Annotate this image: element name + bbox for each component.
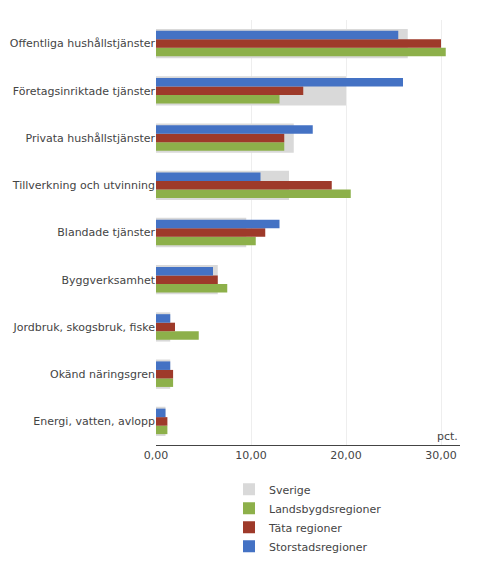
svg-text:Blandade tjänster: Blandade tjänster — [57, 226, 155, 239]
svg-text:Sverige: Sverige — [269, 484, 311, 497]
svg-text:Okänd näringsgren: Okänd näringsgren — [50, 368, 155, 381]
svg-text:Byggverksamhet: Byggverksamhet — [62, 274, 156, 287]
svg-text:pct.: pct. — [437, 430, 458, 443]
svg-text:10,00: 10,00 — [235, 449, 267, 462]
svg-text:0,00: 0,00 — [144, 449, 169, 462]
svg-text:Energi, vatten, avlopp: Energi, vatten, avlopp — [33, 415, 155, 428]
svg-text:Täta regioner: Täta regioner — [268, 522, 342, 535]
svg-text:Tillverkning och utvinning: Tillverkning och utvinning — [12, 179, 155, 192]
svg-text:Offentliga hushållstjänster: Offentliga hushållstjänster — [10, 37, 156, 50]
svg-text:Privata hushållstjänster: Privata hushållstjänster — [26, 132, 156, 145]
svg-text:Landsbygdsregioner: Landsbygdsregioner — [269, 503, 381, 516]
svg-text:Storstadsregioner: Storstadsregioner — [269, 541, 368, 554]
svg-text:30,00: 30,00 — [425, 449, 457, 462]
svg-text:Jordbruk, skogsbruk, fiske: Jordbruk, skogsbruk, fiske — [12, 321, 155, 334]
svg-text:Företagsinriktade tjänster: Företagsinriktade tjänster — [13, 85, 156, 98]
svg-text:20,00: 20,00 — [330, 449, 362, 462]
